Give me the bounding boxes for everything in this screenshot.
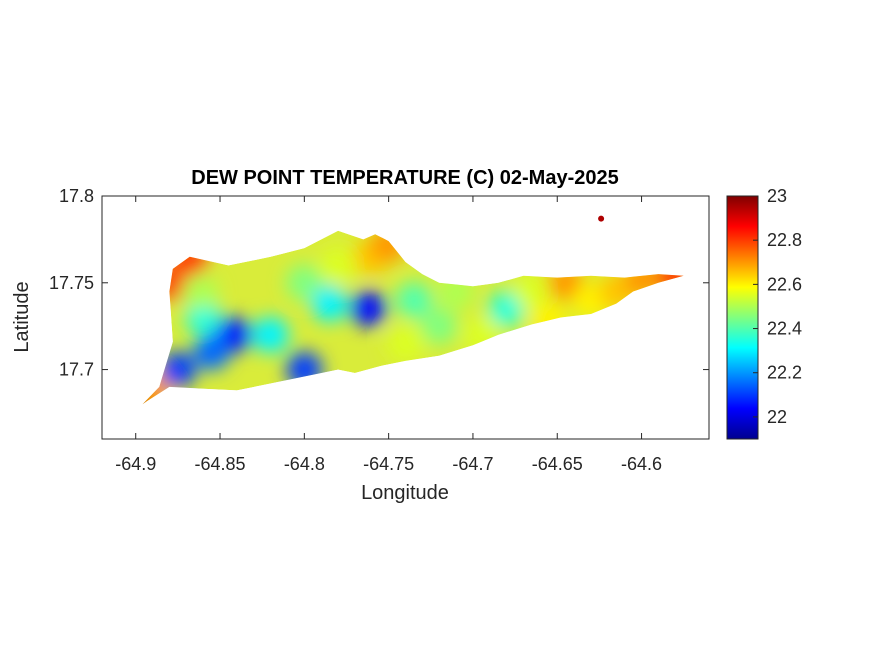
heatmap-sample xyxy=(387,325,424,362)
heatmap-sample xyxy=(311,285,348,322)
heatmap-sample xyxy=(286,264,323,301)
y-tick-label: 17.8 xyxy=(59,186,94,206)
heatmap-sample xyxy=(488,290,525,327)
heatmap-blobs xyxy=(142,230,684,405)
colorbar-tick-label: 22.4 xyxy=(767,319,802,339)
heatmap-sample xyxy=(193,334,230,371)
x-tick-label: -64.85 xyxy=(195,454,246,474)
heatmap-sample xyxy=(350,290,387,327)
heatmap-sample xyxy=(159,351,196,388)
x-axis-label: Longitude xyxy=(361,482,449,504)
y-axis-ticks: 17.7 17.75 17.8 xyxy=(49,186,709,380)
x-tick-label: -64.65 xyxy=(532,454,583,474)
x-tick-label: -64.8 xyxy=(284,454,325,474)
colorbar-tick-label: 22 xyxy=(767,407,787,427)
heatmap-sample xyxy=(395,282,432,319)
y-tick-label: 17.7 xyxy=(59,360,94,380)
heatmap-sample xyxy=(514,273,550,310)
x-tick-label: -64.7 xyxy=(452,454,493,474)
x-tick-label: -64.6 xyxy=(621,454,662,474)
plot-frame xyxy=(101,195,710,440)
heatmap-sample xyxy=(252,316,289,353)
colorbar-tick-label: 23 xyxy=(767,186,787,206)
map-plot-area: -64.9 -64.85 -64.8 -64.75 -64.7 -64.65 -64.6 1… xyxy=(49,186,710,474)
colorbar-tick-label: 22.8 xyxy=(767,230,802,250)
heatmap-sample xyxy=(320,247,357,284)
y-tick-label: 17.75 xyxy=(49,273,94,293)
colorbar-gradient xyxy=(726,195,759,440)
islet-marker xyxy=(598,215,605,222)
colorbar-tick-label: 22.6 xyxy=(767,274,802,294)
heatmap-sample xyxy=(181,273,218,310)
x-tick-label: -64.75 xyxy=(363,454,414,474)
chart-title: DEW POINT TEMPERATURE (C) 02-May-2025 xyxy=(191,167,618,189)
x-tick-label: -64.9 xyxy=(115,454,156,474)
colorbar: 22 22.2 22.4 22.6 22.8 23 xyxy=(726,186,802,440)
island-heatmap xyxy=(142,230,684,405)
x-axis-ticks: -64.9 -64.85 -64.8 -64.75 -64.7 -64.65 -64.6 xyxy=(115,196,662,474)
colorbar-ticks: 22 22.2 22.4 22.6 22.8 23 xyxy=(753,186,802,427)
heatmap-sample xyxy=(421,308,458,345)
y-axis-label: Latitude xyxy=(11,281,33,352)
colorbar-tick-label: 22.2 xyxy=(767,363,802,383)
